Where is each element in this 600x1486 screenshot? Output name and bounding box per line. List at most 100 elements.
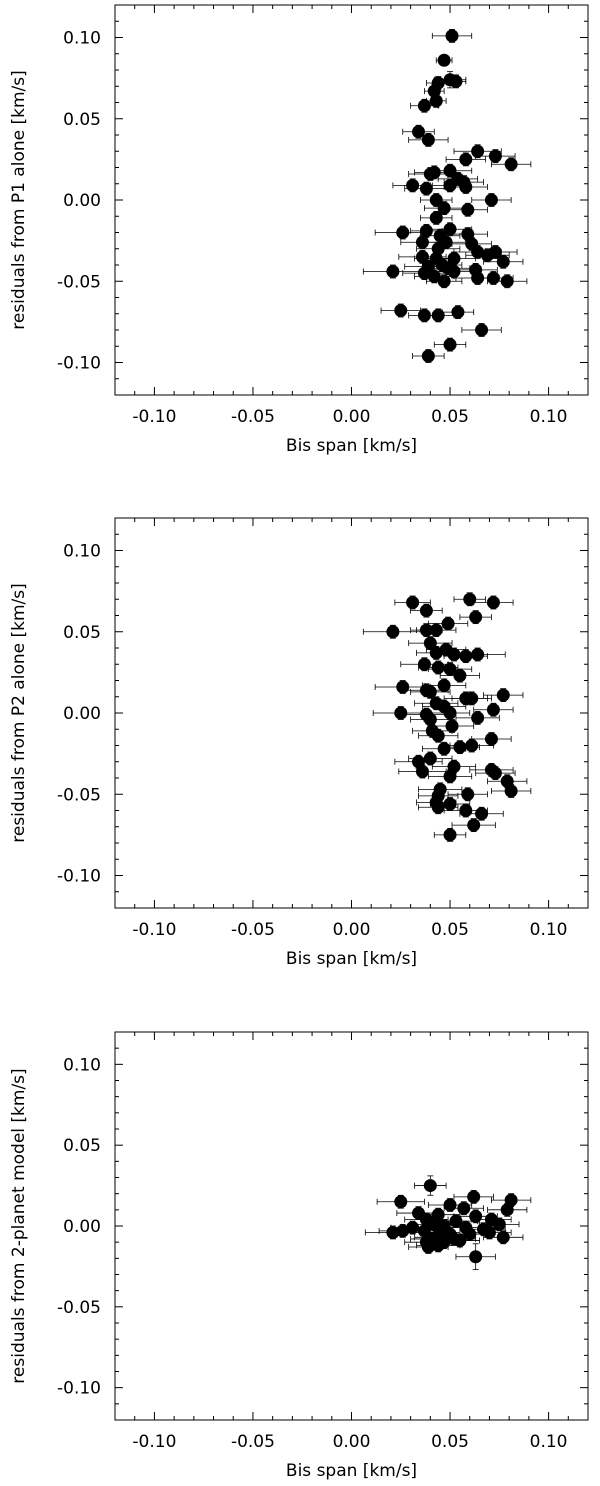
data-point (416, 623, 457, 638)
x-axis-label: Bis span [km/s] (286, 1461, 417, 1481)
point-marker (431, 308, 445, 322)
point-marker (467, 1190, 481, 1204)
point-marker (457, 1201, 471, 1215)
point-marker (423, 752, 437, 765)
point-marker (496, 255, 510, 269)
plot-frame (114, 517, 589, 909)
point-marker (465, 691, 479, 705)
data-point (433, 827, 467, 842)
point-marker (394, 1195, 408, 1209)
y-tick-label: -0.10 (57, 1379, 101, 1399)
point-marker (443, 662, 457, 676)
point-marker (423, 1179, 437, 1193)
data-point (404, 181, 449, 196)
point-marker (441, 617, 455, 631)
y-tick-label: 0.05 (63, 1136, 101, 1156)
point-marker (459, 180, 473, 194)
plot-frame (114, 1031, 589, 1421)
data-point (408, 1240, 449, 1254)
y-tick-label: 0.10 (63, 29, 101, 49)
data-point (424, 201, 465, 216)
point-marker (412, 125, 426, 139)
x-tick-label: 0.00 (333, 920, 371, 940)
point-marker (488, 149, 502, 163)
x-tick-label: 0.05 (431, 920, 469, 940)
data-point (445, 74, 467, 89)
point-marker (443, 706, 457, 720)
point-marker (419, 224, 433, 238)
data-point (483, 688, 524, 703)
point-marker (500, 274, 514, 288)
data-point (374, 225, 431, 240)
data-point (410, 712, 451, 727)
point-marker (449, 74, 463, 88)
data-point (439, 668, 481, 683)
y-axis-label: residuals from 2-planet model [km/s] (9, 1068, 29, 1383)
point-marker (443, 1198, 457, 1212)
point-marker (461, 203, 475, 217)
point-marker (463, 1227, 477, 1241)
point-marker (453, 1234, 467, 1248)
point-marker (386, 265, 400, 278)
point-marker (394, 706, 408, 720)
point-marker (423, 685, 437, 699)
point-marker (437, 678, 451, 692)
point-marker (429, 94, 443, 108)
data-point (475, 766, 516, 781)
point-marker (461, 787, 475, 801)
data-point (435, 53, 453, 67)
data-point (362, 624, 423, 639)
point-marker (484, 732, 498, 746)
data-point (471, 193, 512, 207)
point-marker (421, 133, 435, 147)
data-point (441, 305, 475, 320)
x-tick-label: -0.05 (231, 920, 275, 940)
data-point (443, 1201, 484, 1216)
point-marker (386, 1225, 400, 1239)
data-point (453, 1190, 494, 1204)
point-marker (437, 53, 451, 67)
point-marker (471, 648, 485, 661)
point-marker (445, 719, 459, 733)
data-point (425, 93, 447, 108)
y-tick-label: 0.00 (63, 1217, 101, 1237)
point-marker (396, 1224, 410, 1238)
point-marker (429, 646, 443, 660)
data-point (451, 691, 492, 706)
point-marker (496, 688, 510, 702)
x-tick-label: -0.05 (231, 407, 275, 427)
point-marker (451, 305, 465, 319)
y-tick-label: -0.05 (57, 1298, 101, 1318)
data-point (418, 800, 459, 815)
data-point (422, 678, 467, 693)
data-point (364, 1225, 421, 1240)
point-marker (459, 804, 473, 817)
data-point (414, 269, 455, 284)
data-point (459, 806, 504, 821)
data-point (362, 264, 423, 279)
point-marker (459, 152, 473, 166)
point-marker (437, 274, 451, 288)
point-marker (415, 765, 429, 778)
data-point (473, 595, 514, 610)
point-marker (396, 226, 410, 239)
point-marker (469, 610, 483, 624)
point-marker (447, 265, 461, 278)
point-marker (475, 807, 489, 821)
point-marker (419, 604, 433, 618)
data-point (433, 264, 475, 279)
point-marker (504, 784, 518, 798)
x-tick-label: -0.10 (132, 407, 176, 427)
data-point (443, 180, 488, 194)
point-marker (492, 1217, 506, 1231)
point-marker (429, 193, 443, 207)
chart-panel-2: -0.10 -0.05 0.00 0.05 0.10 0.10 0.05 0.00 -0.05 -… (9, 517, 589, 969)
data-point (443, 649, 488, 664)
chart-panel-1: -0.10 -0.05 0.00 0.05 0.10 0.10 0.05 0.00 -0.05 -… (9, 4, 589, 456)
point-marker (431, 1238, 445, 1252)
point-marker (496, 1230, 510, 1244)
x-axis-label: Bis span [km/s] (286, 436, 417, 456)
point-marker (471, 144, 485, 158)
data-point (487, 1202, 528, 1217)
